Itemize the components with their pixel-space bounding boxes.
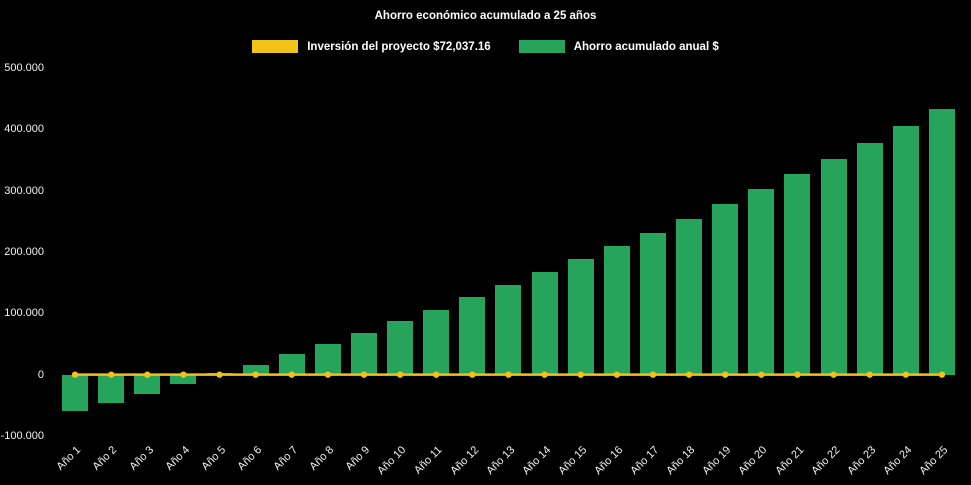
line-point-marker: [902, 371, 910, 378]
x-tick-label: Año 19: [700, 444, 734, 478]
bar-año-10: [387, 321, 414, 375]
bar-año-18: [676, 218, 703, 375]
bar-año-24: [892, 126, 919, 375]
x-tick-label: Año 4: [163, 444, 192, 473]
line-point-marker: [613, 371, 621, 378]
y-tick-label: 400.000: [4, 123, 44, 136]
x-tick-label: Año 10: [375, 444, 409, 478]
bar-año-13: [495, 285, 522, 375]
y-tick-label: 500.000: [4, 62, 44, 74]
chart-legend: Inversión del proyecto $72,037.16 Ahorro…: [0, 40, 971, 53]
line-point-marker: [938, 371, 946, 378]
x-tick-label: Año 12: [447, 444, 481, 478]
y-tick-label: 100.000: [4, 307, 44, 320]
x-tick-label: Año 14: [519, 444, 554, 478]
bar-año-14: [531, 272, 558, 375]
x-tick-label: Año 18: [664, 444, 698, 478]
line-point-marker: [649, 371, 657, 378]
investment-swatch-icon: [252, 40, 299, 53]
bar-año-8: [314, 344, 341, 375]
y-axis: -100.000 0 100.000 200.000 300.000 400.000 500…: [0, 62, 50, 442]
line-point-marker: [685, 371, 693, 378]
bar-año-22: [820, 158, 847, 375]
line-point-marker: [433, 371, 440, 378]
line-point-marker: [830, 371, 837, 378]
x-tick-label: Año 23: [845, 444, 879, 478]
x-tick-label: Año 17: [628, 444, 662, 478]
investment-line: [71, 371, 946, 378]
line-point-marker: [758, 371, 765, 378]
bar-año-16: [603, 246, 630, 375]
x-tick-label: Año 22: [808, 444, 843, 478]
x-tick-label: Año 21: [772, 444, 806, 478]
x-tick-label: Año 9: [343, 444, 373, 473]
x-tick-label: Año 6: [235, 444, 265, 473]
x-tick-label: Año 13: [483, 444, 517, 478]
line-point-marker: [144, 371, 151, 378]
x-tick-label: Año 5: [199, 444, 229, 473]
legend-label-savings: Ahorro acumulado anual $: [573, 40, 719, 53]
line-point-marker: [288, 371, 295, 378]
bar-año-3: [134, 374, 161, 395]
x-tick-label: Año 16: [592, 444, 626, 478]
x-tick-label: Año 15: [556, 444, 590, 478]
x-tick-label: Año 25: [917, 444, 951, 478]
bar-año-25: [928, 109, 955, 375]
bar-año-6: [242, 364, 269, 375]
line-point-marker: [396, 371, 404, 378]
chart-title: Ahorro económico acumulado a 25 años: [374, 10, 597, 22]
line-point-marker: [107, 371, 115, 378]
y-tick-label: 200.000: [4, 246, 44, 258]
x-tick-label: Año 2: [90, 444, 120, 473]
x-tick-label: Año 20: [736, 444, 770, 478]
line-point-marker: [577, 371, 584, 378]
legend-item-savings[interactable]: Ahorro acumulado anual $: [518, 40, 719, 53]
line-point-marker: [324, 371, 332, 378]
bar-año-20: [748, 189, 775, 375]
bar-año-9: [351, 332, 378, 375]
bar-año-1: [62, 374, 89, 412]
y-tick-label: 0: [37, 368, 44, 381]
x-tick-label: Año 7: [271, 444, 301, 473]
line-point-marker: [469, 371, 476, 378]
line-point-marker: [71, 371, 79, 378]
legend-item-investment[interactable]: Inversión del proyecto $72,037.16: [252, 40, 491, 53]
x-tick-label: Año 8: [307, 444, 337, 473]
bar-año-7: [278, 354, 305, 375]
bar-año-2: [98, 374, 125, 403]
bar-año-23: [856, 142, 883, 375]
bar-año-4: [170, 374, 197, 384]
bar-año-21: [784, 174, 811, 375]
x-tick-label: Año 24: [881, 444, 915, 478]
savings-swatch-icon: [518, 40, 565, 53]
line-point-marker: [252, 371, 259, 378]
bar-año-19: [712, 204, 739, 375]
bar-año-11: [423, 309, 450, 375]
y-tick-label: 300.000: [4, 184, 44, 197]
plot-area: [57, 68, 960, 436]
line-point-marker: [216, 371, 223, 378]
x-axis: Año 1 Año 2 Año 3 Año 4 Año 5 Año 6 Año 7 Año 8…: [54, 438, 960, 484]
line-point-marker: [180, 371, 187, 378]
bar-año-17: [639, 232, 666, 375]
legend-label-investment: Inversión del proyecto $72,037.16: [307, 40, 491, 53]
line-point-marker: [505, 371, 512, 378]
x-tick-label: Año 11: [412, 444, 445, 477]
line-point-marker: [541, 371, 548, 378]
line-point-marker: [360, 371, 368, 378]
x-tick-label: Año 1: [54, 444, 84, 473]
bar-año-15: [567, 259, 594, 375]
line-point-marker: [794, 371, 801, 378]
y-tick-label: -100.000: [0, 430, 44, 442]
line-point-marker: [866, 371, 873, 378]
bar-año-12: [459, 297, 486, 375]
x-tick-label: Año 3: [126, 444, 156, 473]
line-point-marker: [722, 371, 729, 378]
